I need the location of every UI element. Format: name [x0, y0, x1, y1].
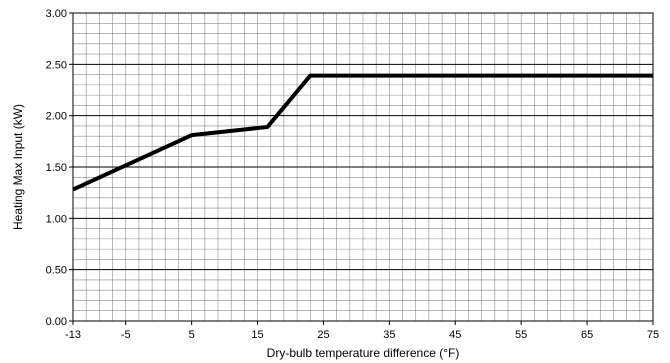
x-tick-label: 5 [189, 329, 195, 341]
x-tick-label: 45 [449, 329, 461, 341]
x-tick-label: -13 [65, 329, 81, 341]
x-tick-label: 25 [317, 329, 329, 341]
x-axis-title: Dry-bulb temperature difference (°F) [267, 346, 460, 360]
x-tick-label: 75 [647, 329, 659, 341]
y-tick-label: 1.50 [46, 162, 67, 174]
y-tick-label: 0.50 [46, 265, 67, 277]
tick-labels: -13 -5 5 15 25 35 45 55 65 75 0.00 0.50 1.00 1.50 2.00… [46, 8, 660, 341]
x-tick-label: 35 [383, 329, 395, 341]
y-tick-label: 1.00 [46, 213, 67, 225]
y-axis-title: Heating Max Input (kW) [11, 104, 25, 230]
x-tick-label: -5 [121, 329, 131, 341]
x-tick-label: 15 [251, 329, 263, 341]
y-tick-label: 2.00 [46, 111, 67, 123]
series-line [72, 73, 653, 192]
y-tick-label: 3.00 [46, 8, 67, 20]
x-tick-label: 65 [581, 329, 593, 341]
y-tick-label: 0.00 [46, 316, 67, 328]
grid [72, 12, 654, 322]
y-tick-label: 2.50 [46, 59, 67, 71]
series-layer [72, 73, 653, 192]
x-tick-label: 55 [515, 329, 527, 341]
